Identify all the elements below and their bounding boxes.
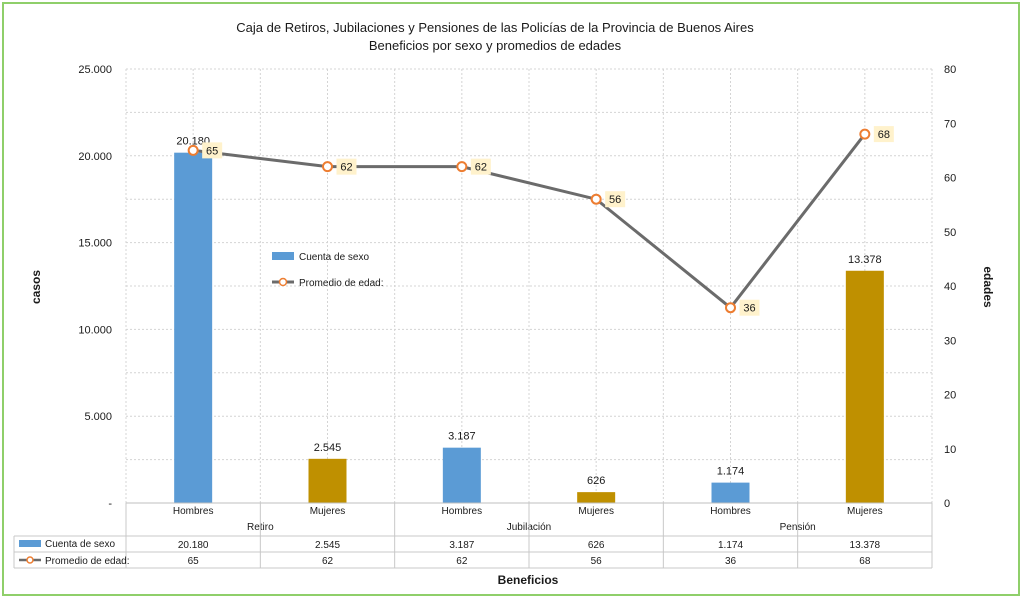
category-label: Mujeres (578, 506, 614, 517)
line-data-label: 68 (878, 129, 890, 141)
line-label-bg (470, 158, 491, 175)
table-line-marker (26, 556, 34, 564)
chart-subtitle: Beneficios por sexo y promedios de edade… (369, 38, 622, 53)
line-label-bg (739, 299, 760, 316)
legend: Cuenta de sexo Promedio de edad: (272, 252, 384, 289)
line-data-label: 36 (743, 303, 755, 315)
y2-tick-label: 80 (944, 64, 956, 76)
y-tick-label: 25.000 (78, 64, 112, 76)
legend-line-label: Promedio de edad: (299, 278, 384, 289)
bar-1 (308, 458, 347, 503)
line-point-0 (187, 144, 199, 156)
table-cell: 65 (188, 556, 200, 567)
line-data-label: 62 (475, 162, 487, 174)
table-row-header: Cuenta de sexo (45, 539, 115, 550)
y2-tick-label: 20 (944, 390, 956, 402)
axis-ticks: - 5.000 10.000 15.000 20.000 25.000 0 10 20 30 40 5… (78, 64, 956, 510)
bar-data-label: 2.545 (314, 442, 342, 454)
line-label-bg (873, 126, 894, 143)
line-point-5 (859, 128, 871, 140)
line-series: 65 62 62 56 36 68 (187, 126, 894, 316)
table-cell: 1.174 (718, 540, 743, 551)
y2-tick-label: 30 (944, 335, 956, 347)
bar-data-label: 1.174 (717, 466, 745, 478)
y-tick-label: 5.000 (84, 411, 112, 423)
line-label-bg (336, 158, 357, 175)
table-cell: 62 (322, 556, 334, 567)
table-cell: 13.378 (850, 540, 881, 551)
bar-data-label: 3.187 (448, 431, 476, 443)
data-table: Hombres Mujeres Hombres Mujeres Hombres Mujer… (13, 503, 933, 569)
category-label: Hombres (710, 506, 751, 517)
bar-series: 20.180 2.545 3.187 626 1.174 13.378 (174, 136, 884, 503)
line-point-4 (725, 302, 736, 314)
y2-tick-label: 10 (944, 444, 956, 456)
line-label-bg (605, 191, 626, 208)
bar-data-label: 20.180 (176, 136, 210, 148)
y-tick-label: 15.000 (78, 238, 112, 250)
legend-bar-label: Cuenta de sexo (299, 252, 369, 263)
legend-bar-swatch (272, 252, 294, 260)
y2-tick-label: 0 (944, 498, 950, 510)
y-tick-label: - (108, 498, 112, 510)
category-label: Mujeres (310, 506, 346, 517)
table-cell: 36 (725, 556, 737, 567)
table-cell: 20.180 (178, 540, 209, 551)
line-point-3 (590, 193, 602, 205)
category-label: Hombres (442, 506, 483, 517)
y-tick-label: 10.000 (78, 324, 112, 336)
line-label-bg (202, 142, 223, 159)
y2-tick-label: 40 (944, 281, 956, 293)
table-cell: 3.187 (449, 540, 474, 551)
bar-5 (845, 270, 884, 503)
table-cell: 68 (859, 556, 871, 567)
y2-tick-label: 70 (944, 118, 956, 130)
table-cell: 62 (456, 556, 468, 567)
bar-2 (442, 447, 481, 503)
bar-3 (577, 492, 616, 503)
line-data-label: 56 (609, 194, 621, 206)
table-row-header: Promedio de edad: (45, 556, 130, 567)
gridlines (125, 68, 933, 503)
line-point-2 (456, 161, 468, 173)
legend-line-marker (278, 277, 288, 287)
y2-tick-label: 50 (944, 227, 956, 239)
bar-0 (174, 152, 213, 503)
y2-tick-label: 60 (944, 173, 956, 185)
category-label: Hombres (173, 506, 214, 517)
x-axis-label: Beneficios (498, 573, 559, 587)
line-data-label: 62 (340, 162, 352, 174)
y-tick-label: 20.000 (78, 151, 112, 163)
y2-axis-label: edades (981, 266, 995, 308)
line-data-label: 65 (206, 145, 218, 157)
y-axis-label: casos (29, 270, 43, 304)
table-cell: 56 (591, 556, 603, 567)
line-point-1 (322, 161, 333, 173)
table-bar-swatch (19, 540, 41, 547)
table-cell: 2.545 (315, 540, 340, 551)
chart-title: Caja de Retiros, Jubilaciones y Pensione… (236, 20, 754, 35)
bar-4 (711, 482, 750, 503)
age-line (192, 133, 867, 310)
table-cell: 626 (588, 540, 605, 551)
bar-data-label: 13.378 (848, 254, 882, 266)
bar-data-label: 626 (587, 475, 605, 487)
category-label: Mujeres (847, 506, 883, 517)
